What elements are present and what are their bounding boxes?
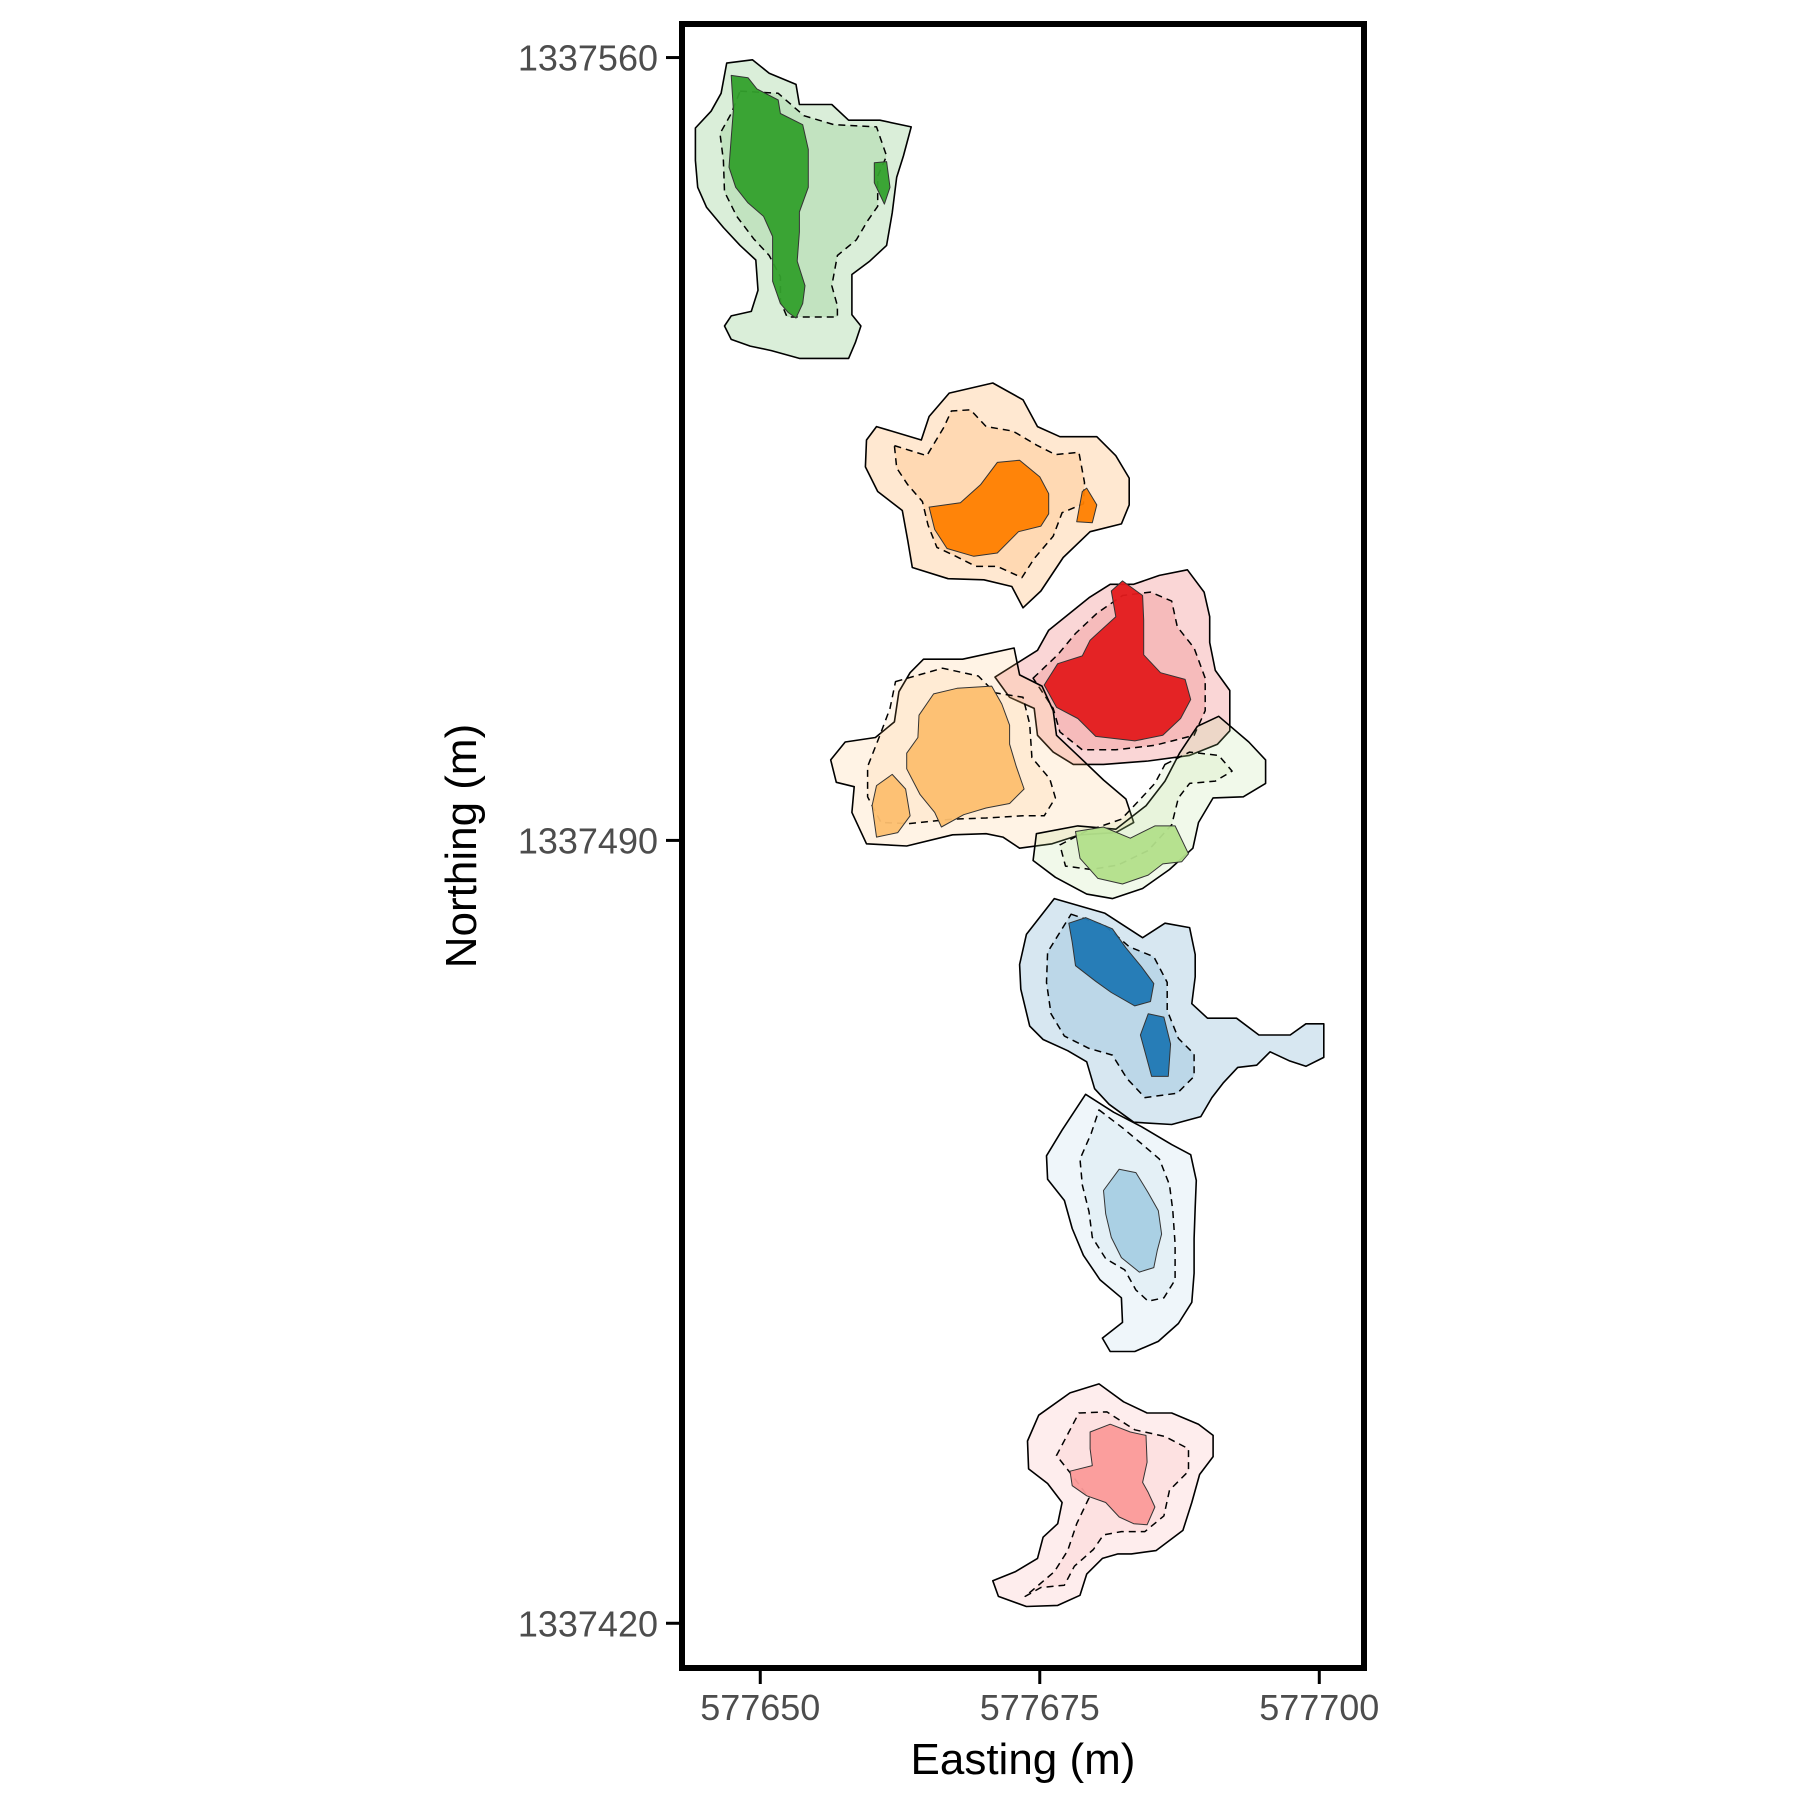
series-7 [991,1383,1214,1608]
series-1 [864,382,1130,609]
series-2-core-contour [1043,580,1192,742]
series-6 [1045,1093,1198,1353]
x-axis-title: Easting (m) [911,1735,1136,1784]
series-4 [1032,715,1267,900]
y-axis-title: Northing (m) [437,724,486,969]
series-3 [829,647,1135,850]
series-3-core-contour [906,685,1025,828]
series-2 [994,568,1231,766]
series-6-core-contour [1103,1168,1163,1273]
series-0 [694,58,913,360]
series-5-core-contour [1068,917,1155,1007]
series-0-core-extra-contour [873,161,891,205]
series-4-core-contour [1075,825,1189,885]
series-1-core-contour [928,459,1050,557]
series-layer [694,58,1325,1608]
y-tick-label: 1337420 [518,1603,658,1644]
x-tick-label: 577700 [1259,1687,1379,1728]
plot-panel-border [679,21,1367,1671]
x-axis: 577650 577675 577700 [700,1668,1379,1728]
y-tick-label: 1337560 [518,38,658,79]
series-7-core-contour [1069,1423,1156,1526]
series-1-core-extra-contour [1076,487,1098,524]
x-tick-label: 577650 [700,1687,820,1728]
series-0-core-contour [728,74,809,319]
y-axis: 1337560 1337490 1337420 [518,38,682,1644]
series-3-core-extra-contour [871,773,911,838]
series-5-core-extra-contour [1139,1013,1172,1077]
x-tick-label: 577675 [980,1687,1100,1728]
series-5 [1018,897,1325,1126]
y-tick-label: 1337490 [518,820,658,861]
